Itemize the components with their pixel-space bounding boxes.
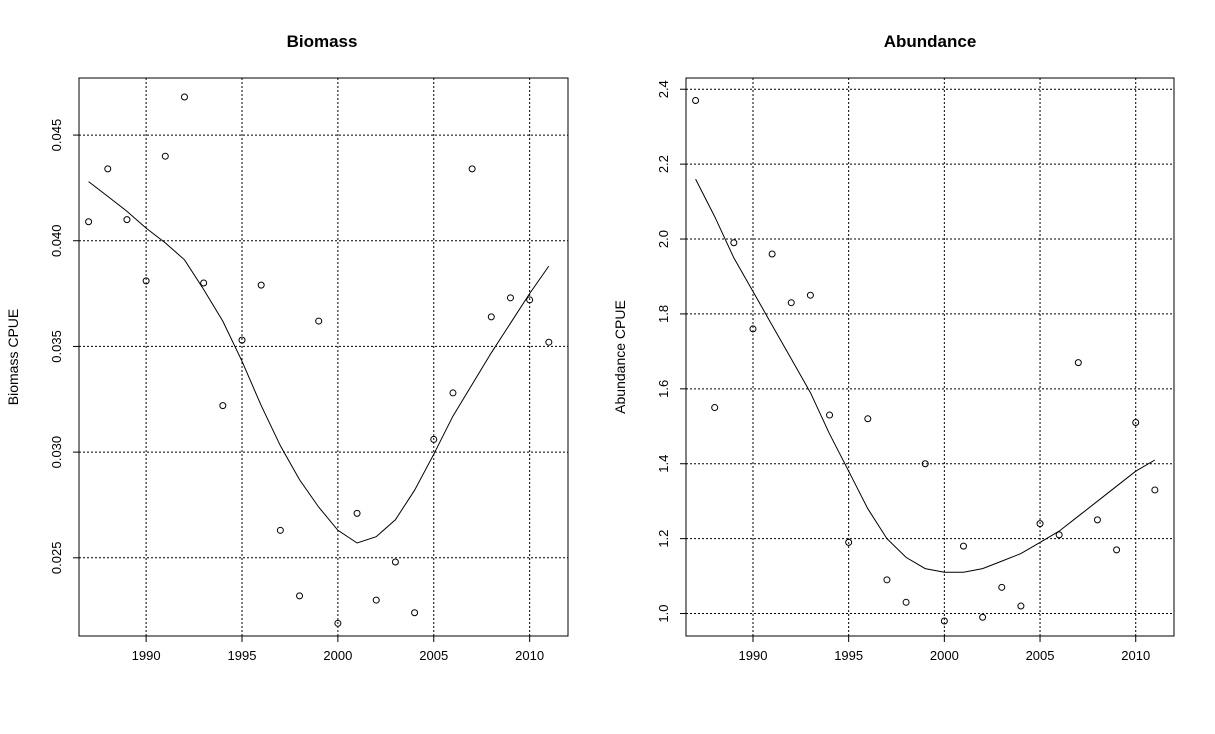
biomass-data-point [238,336,246,344]
biomass-data-point [180,93,188,101]
abundance-data-point [1055,531,1063,539]
biomass-ytick-label: 0.040 [49,224,64,257]
abundance-data-point [921,460,929,468]
biomass-data-point [391,558,399,566]
abundance-ytick-label: 1.0 [656,604,671,622]
biomass-xtick-label: 2005 [419,648,448,663]
biomass-data-point [372,596,380,604]
biomass-data-point [506,294,514,302]
abundance-data-point [749,325,757,333]
biomass-data-point [142,277,150,285]
abundance-ylabel: Abundance CPUE [612,300,628,414]
biomass-data-point [315,317,323,325]
biomass-data-point [296,592,304,600]
abundance-data-point [826,411,834,419]
biomass-data-point [468,165,476,173]
abundance-ytick-label: 2.4 [656,80,671,98]
abundance-ytick-label: 2.2 [656,155,671,173]
biomass-data-point [200,279,208,287]
biomass-data-point [104,165,112,173]
abundance-data-point [787,299,795,307]
biomass-data-point [449,389,457,397]
abundance-xtick-label: 2005 [1026,648,1055,663]
abundance-data-point [902,598,910,606]
abundance-data-point [1151,486,1159,494]
abundance-xtick-label: 2010 [1121,648,1150,663]
biomass-plot-frame [78,77,569,637]
abundance-plot-frame [685,77,1175,637]
biomass-data-point [334,619,342,627]
abundance-data-point [1036,520,1044,528]
abundance-data-point [711,404,719,412]
biomass-data-point [123,216,131,224]
biomass-ylabel: Biomass CPUE [5,309,21,405]
biomass-data-point [219,402,227,410]
biomass-data-point [411,609,419,617]
abundance-data-point [806,291,814,299]
abundance-data-point [940,617,948,625]
biomass-data-point [487,313,495,321]
biomass-data-point [353,509,361,517]
abundance-data-point [692,96,700,104]
biomass-ytick-label: 0.035 [49,330,64,363]
biomass-xtick-label: 2010 [515,648,544,663]
abundance-data-point [1074,359,1082,367]
abundance-ytick-label: 1.2 [656,530,671,548]
biomass-title: Biomass [287,32,358,51]
biomass-ytick-label: 0.025 [49,542,64,575]
abundance-data-point [730,239,738,247]
biomass-data-point [276,526,284,534]
abundance-smooth-line [695,178,1156,573]
abundance-ytick-label: 2.0 [656,230,671,248]
biomass-data-point [545,338,553,346]
biomass-ytick-label: 0.045 [49,119,64,152]
abundance-data-point [998,583,1006,591]
biomass-ytick-label: 0.030 [49,436,64,469]
biomass-data-point [430,435,438,443]
biomass-xtick-label: 1990 [132,648,161,663]
abundance-data-point [883,576,891,584]
abundance-panel: Abundance Abundance CPUE 1990 1995 2000 200… [612,32,1175,663]
abundance-data-point [1132,419,1140,427]
biomass-panel: Biomass Biomass CPUE 1990 1995 2000 2005 201… [5,32,569,663]
abundance-title: Abundance [884,32,977,51]
abundance-ytick-label: 1.4 [656,455,671,473]
abundance-data-point [845,538,853,546]
biomass-xtick-label: 1995 [228,648,257,663]
biomass-xtick-label: 2000 [323,648,352,663]
abundance-data-point [1093,516,1101,524]
abundance-data-point [1113,546,1121,554]
biomass-smooth-line [88,181,550,544]
abundance-xtick-label: 2000 [930,648,959,663]
biomass-data-point [161,152,169,160]
abundance-data-point [768,250,776,258]
abundance-data-point [864,415,872,423]
abundance-data-point [979,613,987,621]
biomass-data-point [526,296,534,304]
biomass-data-point [257,281,265,289]
abundance-xtick-label: 1990 [739,648,768,663]
abundance-data-point [959,542,967,550]
abundance-ytick-label: 1.6 [656,380,671,398]
abundance-xtick-label: 1995 [834,648,863,663]
biomass-data-point [85,218,93,226]
abundance-ytick-label: 1.8 [656,305,671,323]
abundance-data-point [1017,602,1025,610]
